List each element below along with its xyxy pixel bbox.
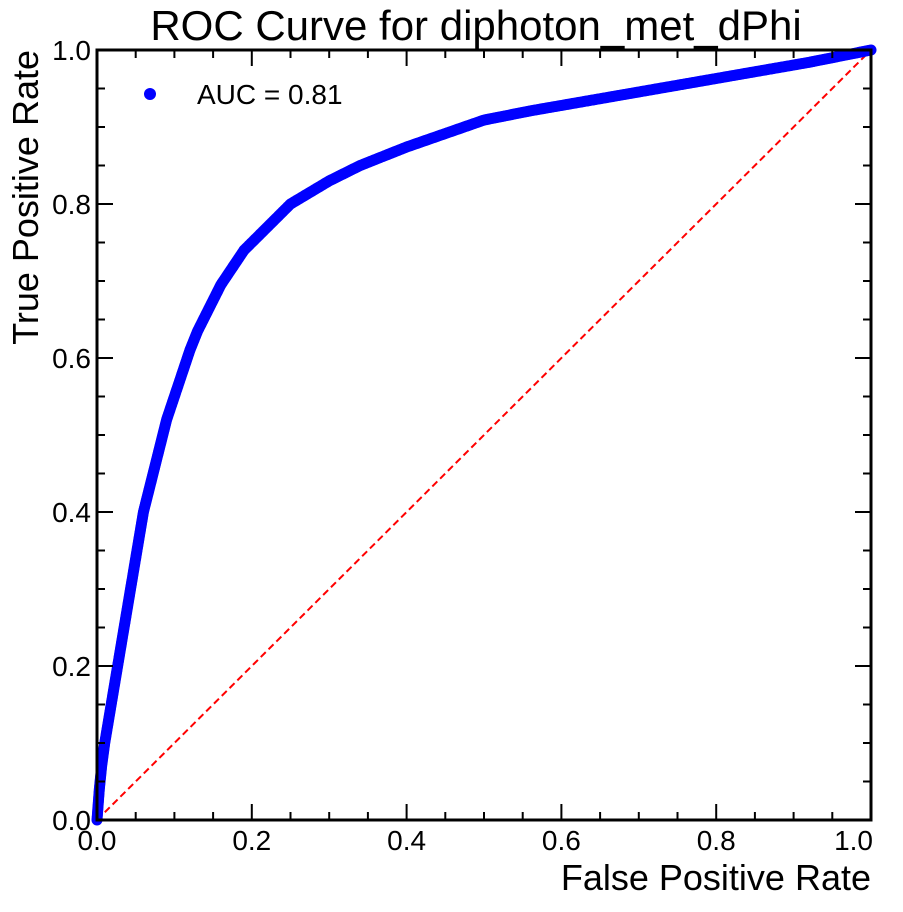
y-tick-label: 1.0 xyxy=(52,35,91,66)
x-tick-label: 1.0 xyxy=(834,825,873,856)
y-axis-label: True Positive Rate xyxy=(5,50,46,345)
y-tick-label: 0.2 xyxy=(52,651,91,682)
axes: 0.0 0.2 0.4 0.6 0.8 1.0 0.0 0.2 0.4 0.6 0.8 1.0 xyxy=(52,35,873,856)
chart-title: ROC Curve for diphoton_met_dPhi xyxy=(150,2,801,49)
x-tick-label: 0.2 xyxy=(232,825,271,856)
x-tick-label: 0.6 xyxy=(542,825,581,856)
reference-diagonal-line xyxy=(96,49,872,821)
legend: AUC = 0.81 xyxy=(144,79,343,110)
x-tick-label: 0.8 xyxy=(697,825,736,856)
x-tick-label: 0.4 xyxy=(387,825,426,856)
x-axis-label: False Positive Rate xyxy=(561,857,871,898)
y-tick-label: 0.0 xyxy=(52,805,91,836)
plot-area xyxy=(91,44,877,826)
legend-marker-roc xyxy=(144,88,156,100)
y-tick-label: 0.4 xyxy=(52,497,91,528)
x-tick-label: 0.0 xyxy=(78,825,117,856)
legend-label-roc: AUC = 0.81 xyxy=(197,79,343,110)
y-tick-label: 0.6 xyxy=(52,343,91,374)
y-tick-label: 0.8 xyxy=(52,189,91,220)
